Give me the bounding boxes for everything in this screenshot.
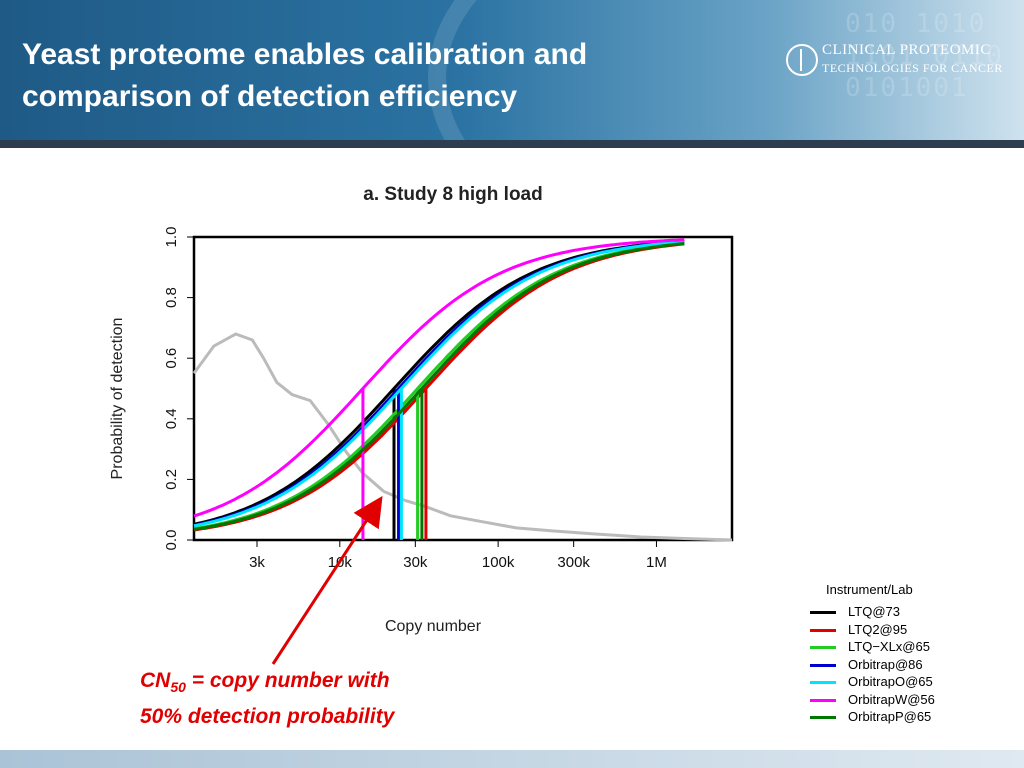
legend-swatch <box>810 646 836 649</box>
legend-swatch <box>810 698 836 702</box>
plot-frame <box>192 235 734 542</box>
series-line <box>193 242 685 532</box>
x-tick-label: 3k <box>249 554 265 571</box>
series-line <box>193 240 685 527</box>
callout-line2: 50% detection probability <box>140 705 395 729</box>
chart-title: a. Study 8 high load <box>363 184 542 205</box>
x-tick-label: 1M <box>646 554 667 571</box>
callout-rest: = copy number with <box>185 669 390 692</box>
logo-line2: TECHNOLOGIES FOR CANCER <box>822 61 1003 75</box>
legend-label: OrbitrapO@65 <box>848 674 933 689</box>
x-tick-label: 300k <box>557 554 590 571</box>
y-tick-label: 0.6 <box>163 348 180 369</box>
y-axis-label: Probability of detection <box>109 318 126 480</box>
legend-label: LTQ−XLx@65 <box>848 639 930 654</box>
header-rule <box>0 140 1024 148</box>
x-tick-label: 100k <box>482 554 515 571</box>
y-tick-label: 0.4 <box>163 408 180 429</box>
detection-probability-chart: a. Study 8 high load 3k 10k 30k 100k 300k 1M 0.… <box>109 184 734 635</box>
cptc-logo: CLINICAL PROTEOMIC TECHNOLOGIES FOR CANC… <box>786 42 1002 82</box>
series-line <box>193 242 685 531</box>
x-tick-label: 10k <box>328 554 353 571</box>
legend-label: OrbitrapP@65 <box>848 709 932 724</box>
legend: Instrument/Lab LTQ@73 LTQ2@95 LTQ−XLx@65 Or… <box>800 580 960 730</box>
slide-header: 010 1010 1101 0110 0101001 Yeast proteom… <box>0 0 1024 140</box>
y-tick-label: 1.0 <box>163 227 180 248</box>
logo-line1: CLINICAL PROTEOMIC <box>822 42 991 58</box>
slide-footer <box>0 750 1024 768</box>
legend-label: OrbitrapW@56 <box>848 691 935 707</box>
series-line <box>193 240 685 528</box>
legend-label: LTQ@73 <box>848 604 900 619</box>
legend-swatch <box>810 681 836 684</box>
legend-swatch <box>810 611 836 614</box>
y-tick-label: 0.0 <box>163 530 180 551</box>
callout-sub: 50 <box>170 679 186 696</box>
legend-label: LTQ2@95 <box>848 621 908 637</box>
legend-swatch <box>810 628 836 632</box>
y-tick-label: 0.8 <box>163 287 180 308</box>
cn50-callout: CN50 = copy number with 50% detection pr… <box>140 666 394 732</box>
x-axis-label: Copy number <box>385 618 482 635</box>
legend-label: Orbitrap@86 <box>848 656 923 672</box>
callout-cn: CN <box>140 669 171 692</box>
series-line <box>193 241 685 531</box>
legend-swatch <box>810 716 836 719</box>
slide-title: Yeast proteome enables calibration and c… <box>22 38 588 113</box>
x-tick-label: 30k <box>403 554 428 571</box>
series-line <box>193 239 685 526</box>
logo-mark-icon <box>786 44 818 76</box>
y-tick-label: 0.2 <box>163 469 180 490</box>
series-line <box>193 238 685 518</box>
legend-title: Instrument/Lab <box>826 582 913 597</box>
legend-swatch <box>810 663 836 667</box>
header-binary-decoration: 010 1010 1101 0110 0101001 <box>845 9 1004 103</box>
density-curve <box>192 332 733 542</box>
